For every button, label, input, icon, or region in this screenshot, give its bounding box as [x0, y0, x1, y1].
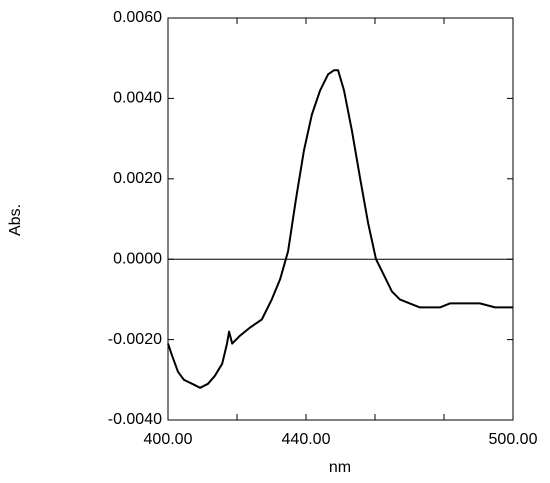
y-tick-label: -0.0040 — [108, 411, 162, 428]
spectrum-line — [167, 69, 513, 389]
y-axis-label: Abs. — [7, 204, 24, 236]
x-axis-label: nm — [329, 459, 351, 476]
x-tick-label: 400.00 — [144, 431, 193, 448]
y-tick-label: 0.0060 — [113, 9, 162, 26]
y-tick-label: 0.0000 — [113, 250, 162, 267]
x-tick-label: 500.00 — [489, 431, 538, 448]
y-tick-label: 0.0040 — [113, 90, 162, 107]
plot-frame — [167, 17, 514, 421]
y-tick-label: -0.0020 — [108, 331, 162, 348]
y-tick-label: 0.0020 — [113, 170, 162, 187]
x-tick-label: 440.00 — [282, 431, 331, 448]
